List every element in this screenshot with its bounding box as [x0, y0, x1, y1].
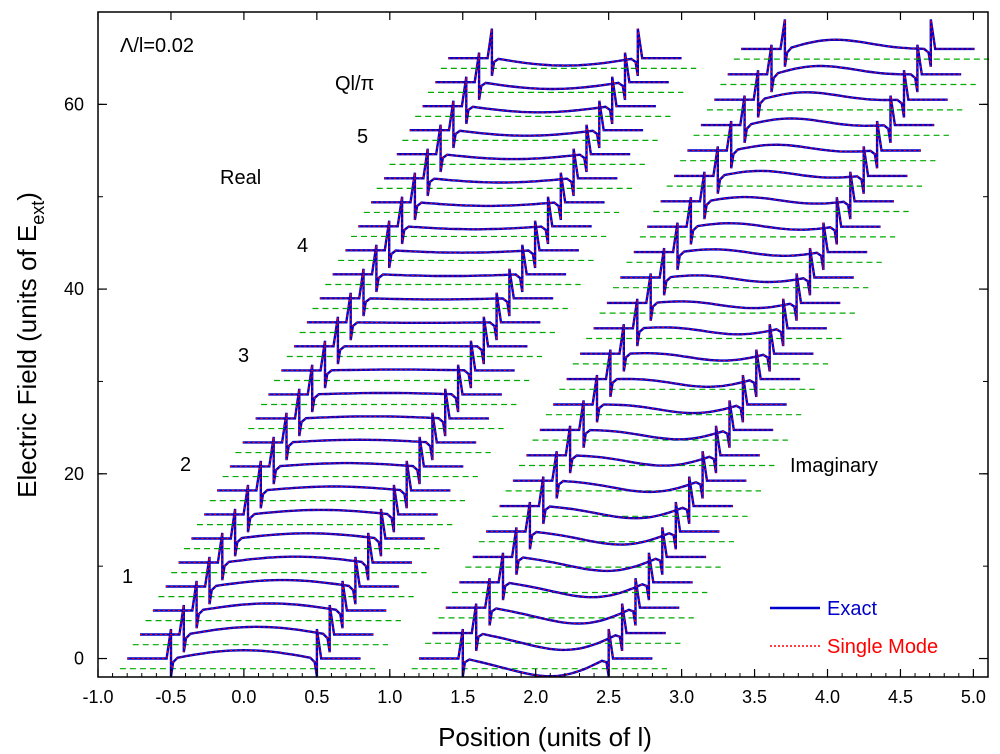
ql-label: Ql/π: [335, 73, 374, 95]
series-imaginary-exact-line: [633, 222, 868, 271]
series-imaginary-exact-line: [499, 476, 733, 525]
y-axis-title: Electric Field (units of Eext): [12, 192, 48, 498]
ql-value-1: 1: [122, 566, 133, 588]
param-label: Λ/l=0.02: [120, 35, 194, 57]
x-tick-label: 3.5: [742, 687, 767, 707]
series-real-single-mode-line: [345, 220, 579, 269]
series-imaginary-exact-line: [432, 603, 666, 652]
y-tick-label: 0: [74, 649, 84, 669]
series-real-single-mode-line: [294, 316, 528, 365]
series-real-exact-line: [242, 412, 477, 461]
series-real-single-mode-line: [319, 268, 554, 317]
x-tick-label: 0.5: [304, 687, 329, 707]
x-tick-label: 1.0: [377, 687, 402, 707]
x-axis-title: Position (units of l): [438, 722, 652, 752]
imaginary-label: Imaginary: [790, 455, 878, 477]
x-tick-label: 4.0: [815, 687, 840, 707]
series-real-single-mode-line: [371, 172, 605, 221]
y-axis: 0 20 40 60: [64, 11, 988, 669]
x-tick-label: -0.5: [155, 687, 186, 707]
series-real-exact-line: [152, 580, 387, 629]
plot-traces: [119, 19, 990, 678]
series-imaginary-exact-line: [539, 400, 774, 448]
y-tick-label: 40: [64, 279, 84, 299]
series-real-single-mode-line: [332, 244, 567, 293]
series-real-exact-line: [217, 460, 451, 509]
series-real-exact-line: [268, 364, 502, 413]
series-imaginary-exact-line: [620, 247, 854, 296]
series-real-exact-line: [191, 508, 425, 557]
series-real-exact-line: [255, 388, 489, 437]
series-imaginary-exact-line: [526, 425, 760, 474]
x-tick-label: 3.0: [669, 687, 694, 707]
series-imaginary-exact-line: [553, 374, 787, 423]
series-imaginary-exact-line: [486, 501, 720, 550]
series-imaginary-exact-line: [566, 349, 801, 398]
series-imaginary-exact-line: [714, 70, 948, 118]
x-tick-label: 2.0: [523, 687, 548, 707]
series-imaginary-exact-line: [580, 324, 814, 372]
y-tick-label: 60: [64, 94, 84, 114]
legend-label-single-mode: Single Mode: [827, 636, 938, 658]
x-tick-label: 5.0: [961, 687, 986, 707]
series-real-exact-line: [165, 556, 400, 605]
x-axis: -1.0 -0.5 0.0 0.5 1.0 1.5 2.0 2.5 3.0 3.5 4.0 4.5 5.…: [82, 12, 989, 707]
legend-label-exact: Exact: [827, 598, 877, 620]
y-tick-label: 20: [64, 464, 84, 484]
legend: Exact Single Mode: [770, 598, 938, 658]
series-imaginary-exact-line: [445, 578, 680, 626]
series-imaginary-exact-line: [472, 527, 707, 575]
series-imaginary-exact-line: [660, 171, 894, 220]
series-imaginary-exact-line: [512, 451, 747, 499]
ql-value-5: 5: [357, 126, 368, 148]
x-tick-label: 0.0: [231, 687, 256, 707]
series-real-single-mode-line: [306, 292, 541, 341]
series-real-single-mode-line: [281, 340, 515, 389]
series-imaginary-exact-line: [727, 44, 962, 93]
real-label: Real: [220, 167, 261, 189]
x-tick-label: 1.5: [450, 687, 475, 707]
x-tick-label: 2.5: [596, 687, 621, 707]
series-real-single-mode-line: [422, 76, 656, 124]
series-real-exact-line: [204, 484, 438, 533]
series-real-single-mode-line: [229, 436, 464, 485]
series-real-exact-line: [140, 604, 374, 653]
ql-value-3: 3: [238, 345, 249, 367]
series-real-exact-line: [127, 628, 361, 677]
series-real-exact-line: [435, 52, 669, 101]
series-imaginary-exact-line: [593, 298, 827, 347]
series-real-single-mode-line: [396, 124, 631, 173]
series-imaginary-exact-line: [459, 552, 693, 601]
series-real-single-mode-line: [384, 148, 618, 197]
series-real-single-mode-line: [409, 100, 644, 149]
series-real-single-mode-line: [358, 196, 592, 245]
x-tick-label: -1.0: [82, 687, 113, 707]
x-tick-label: 4.5: [888, 687, 913, 707]
series-imaginary-exact-line: [606, 273, 841, 321]
ql-value-2: 2: [180, 454, 191, 476]
series-real-exact-line: [178, 532, 412, 581]
series-real-exact-line: [448, 28, 682, 77]
ql-value-4: 4: [297, 235, 308, 257]
series-imaginary-exact-line: [647, 197, 881, 245]
series-imaginary-exact-line: [674, 146, 908, 194]
series-imaginary-single-mode-line: [419, 628, 653, 677]
series-imaginary-exact-line: [687, 120, 921, 169]
series-imaginary-single-mode-line: [741, 19, 975, 67]
plot-frame: [97, 11, 989, 678]
series-imaginary-exact-line: [700, 95, 935, 144]
